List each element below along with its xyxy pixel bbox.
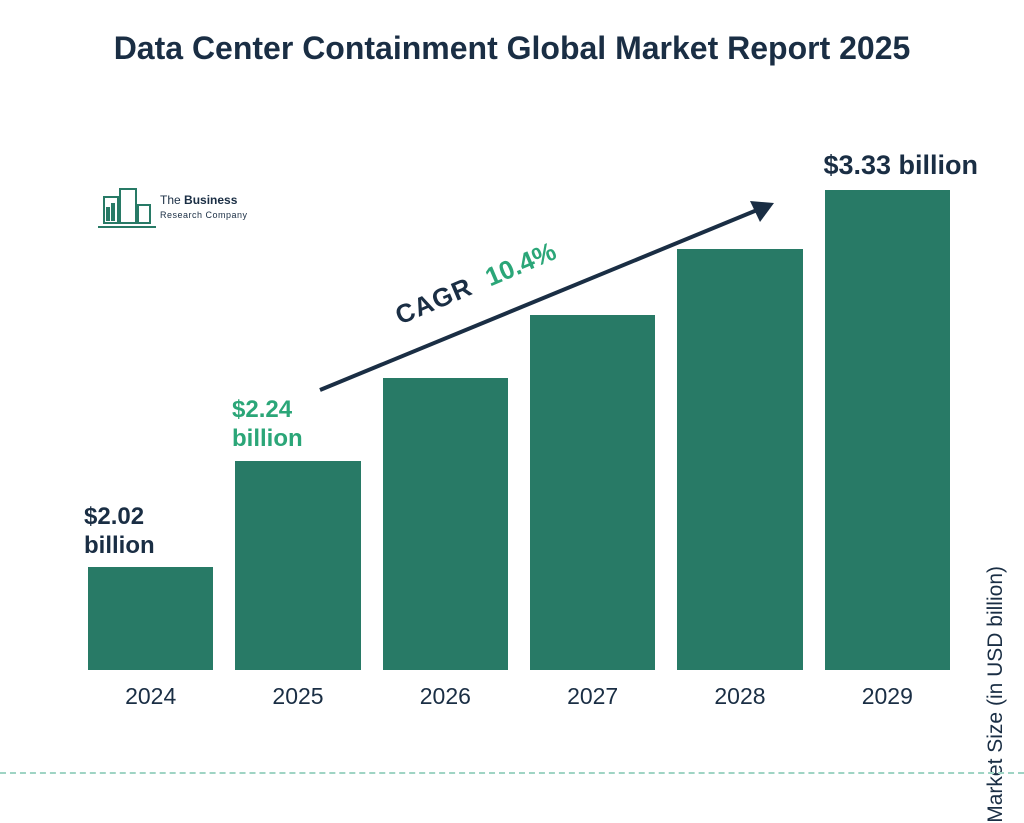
x-axis-labels: 2024 2025 2026 2027 2028 2029 [80, 683, 950, 710]
value-label-2029: $3.33 billion [823, 150, 978, 181]
bar-rect [383, 378, 508, 670]
x-label: 2028 [677, 683, 802, 710]
bottom-divider [0, 772, 1024, 774]
y-axis-label: Market Size (in USD billion) [984, 566, 1008, 823]
x-label: 2024 [88, 683, 213, 710]
bar-2025 [235, 461, 360, 670]
x-label: 2029 [825, 683, 950, 710]
bar-rect [88, 567, 213, 670]
bar-rect [677, 249, 802, 670]
bars-group [80, 170, 950, 670]
x-label: 2026 [383, 683, 508, 710]
value-label-2025: $2.24 billion [232, 396, 303, 454]
bar-2029 [825, 190, 950, 670]
bar-rect [530, 315, 655, 670]
chart-area: 2024 2025 2026 2027 2028 2029 [80, 158, 950, 718]
x-label: 2025 [235, 683, 360, 710]
value-label-2024: $2.02 billion [84, 503, 155, 561]
x-label: 2027 [530, 683, 655, 710]
bar-2028 [677, 249, 802, 670]
bar-rect [235, 461, 360, 670]
chart-container: Data Center Containment Global Market Re… [0, 28, 1024, 796]
bar-2024 [88, 567, 213, 670]
bar-rect [825, 190, 950, 670]
bar-2027 [530, 315, 655, 670]
bar-2026 [383, 378, 508, 670]
chart-title: Data Center Containment Global Market Re… [0, 28, 1024, 68]
